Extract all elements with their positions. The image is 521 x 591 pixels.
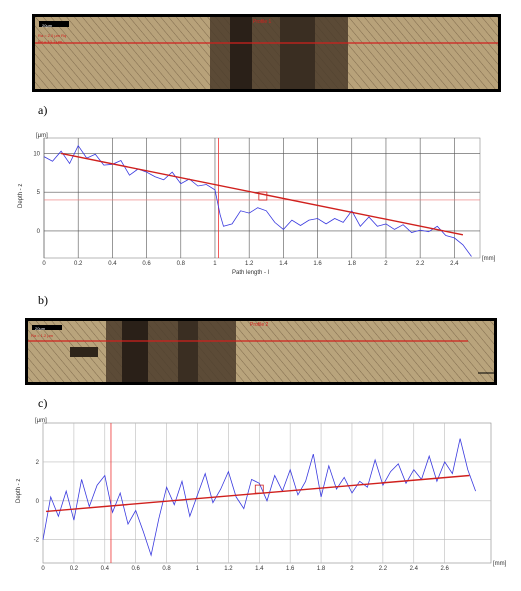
profile-series-line — [43, 144, 472, 257]
box-marker — [254, 484, 264, 494]
y-tick-label: 2 — [36, 460, 40, 466]
y-tick-label: 0 — [36, 499, 40, 505]
box-marker — [258, 191, 268, 201]
x-tick-label: 2.4 — [450, 261, 459, 267]
x-tick-label: 0.8 — [177, 261, 186, 267]
overlay-title-1: Profile 1 — [253, 19, 272, 25]
scale-bar-label-1: 20μm — [42, 23, 53, 28]
chart-profile-1: 0 0.2 0.4 0.6 0.8 1 1.2 1.4 1.6 1.8 2 2.2 2.4 0 5 10 [μm… — [0, 130, 521, 290]
chart-profile-1-svg: 0 0.2 0.4 0.6 0.8 1 1.2 1.4 1.6 1.8 2 2.2 2.4 0 5 10 [μm… — [18, 133, 496, 276]
x-tick-label: 0.8 — [162, 566, 171, 572]
x-tick-label: 0 — [41, 566, 45, 572]
x-tick-label: 1.2 — [245, 261, 254, 267]
y-tick-label: 0 — [37, 229, 41, 235]
x-tick-label: 1.6 — [313, 261, 322, 267]
micrograph-2: 20μm Profile 2 Ra = 1.2 μm — [25, 318, 497, 385]
x-tick-label: 2 — [384, 261, 388, 267]
overlay-line-2a: Ra = 1.2 μm — [31, 333, 53, 338]
panel-label-a: a) — [38, 103, 48, 117]
x-tick-label: 0.6 — [132, 566, 141, 572]
x-tick-label: 2.6 — [440, 566, 449, 572]
x-tick-label: 2.2 — [416, 261, 425, 267]
x-tick-label: 1.4 — [255, 566, 264, 572]
y-unit-label: [μm] — [36, 133, 48, 139]
x-axis-label: Path length - l — [232, 270, 269, 276]
overlay-line-1a: Ra = 2.0 μm Rq — [38, 33, 67, 38]
x-tick-label: 2.4 — [410, 566, 419, 572]
x-tick-label: 0.2 — [70, 566, 79, 572]
x-tick-label: 0.4 — [108, 261, 117, 267]
micrograph-2-svg — [28, 321, 494, 382]
x-tick-label: 1.8 — [348, 261, 357, 267]
x-tick-label: 1.2 — [224, 566, 233, 572]
x-tick-label: 0.2 — [74, 261, 83, 267]
y-axis-label: Depth - z — [16, 479, 22, 503]
y-unit-label: [μm] — [35, 418, 47, 424]
x-unit-label: [mm] — [493, 561, 507, 567]
x-tick-label: 1 — [196, 566, 200, 572]
chart-profile-2: 0 0.2 0.4 0.6 0.8 1 1.2 1.4 1.6 1.8 2 2.2 2.4 2.6 -2 0 2… — [0, 415, 521, 591]
y-tick-label: -2 — [34, 538, 40, 544]
x-tick-label: 2 — [350, 566, 354, 572]
y-axis-label: Depth - z — [18, 184, 24, 208]
panel-label-c: c) — [38, 396, 48, 410]
x-tick-label: 1.4 — [279, 261, 288, 267]
x-unit-label: [mm] — [482, 256, 496, 262]
x-tick-label: 2.2 — [379, 566, 388, 572]
micrograph-1: 20μm Profile 1 Ra = 2.0 μm Rq Rz = 10.1 … — [32, 14, 501, 92]
x-tick-label: 0.6 — [142, 261, 151, 267]
plot-area — [43, 137, 481, 259]
x-tick-label: 1 — [213, 261, 217, 267]
x-tick-label: 1.8 — [317, 566, 326, 572]
chart-profile-2-svg: 0 0.2 0.4 0.6 0.8 1 1.2 1.4 1.6 1.8 2 2.2 2.4 2.6 -2 0 2… — [16, 418, 507, 572]
y-tick-label: 10 — [33, 151, 40, 157]
trend-line — [60, 152, 464, 236]
x-tick-label: 1.6 — [286, 566, 295, 572]
panel-label-b: b) — [38, 293, 48, 307]
scale-bar-label-2: 20μm — [35, 326, 46, 331]
y-tick-label: 5 — [37, 190, 41, 196]
x-tick-label: 0.4 — [101, 566, 110, 572]
overlay-title-2: Profile 2 — [250, 322, 269, 328]
x-tick-label: 0 — [42, 261, 46, 267]
micrograph-1-svg — [35, 17, 498, 89]
overlay-line-1b: Rz = 10.1 μm — [38, 39, 62, 44]
